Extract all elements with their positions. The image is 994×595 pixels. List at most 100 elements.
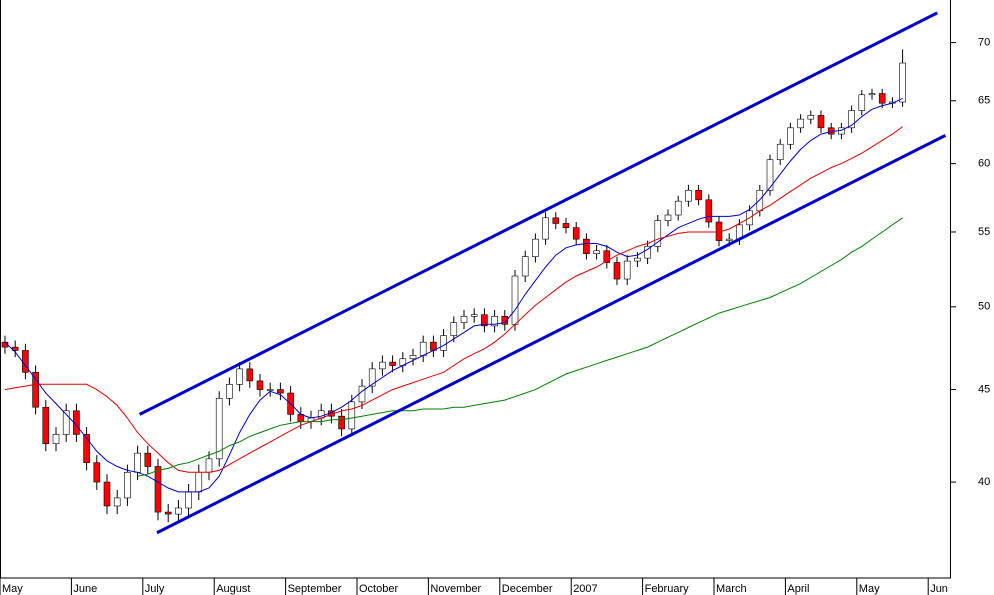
candle-body [470, 314, 478, 317]
candle-body [389, 361, 396, 366]
trend-line [138, 11, 938, 416]
candle-body [654, 220, 662, 247]
candle-body [338, 415, 345, 430]
candle-body [215, 398, 223, 460]
candle-body [368, 368, 376, 387]
candle-body [175, 507, 182, 515]
candle-body [674, 200, 682, 216]
y-tick-label: 65 [978, 95, 990, 107]
candle-body [725, 238, 733, 241]
candle-body [664, 214, 672, 221]
candle-body [358, 385, 366, 403]
candle-body [195, 472, 203, 493]
moving-average-line [4, 97, 903, 493]
x-tick-label: September [288, 583, 342, 595]
candle-body [817, 115, 825, 129]
candle-body [134, 452, 141, 473]
candle-body [623, 260, 631, 280]
x-tick-label: November [430, 583, 481, 595]
candle-body [878, 93, 886, 104]
candle-body [124, 472, 131, 499]
candle-body [379, 361, 386, 370]
candle-body [868, 93, 876, 96]
candle-body [899, 62, 906, 103]
candle-body [562, 223, 570, 228]
candle-body [542, 217, 549, 240]
candle-body [583, 238, 590, 254]
candle-body [205, 458, 213, 473]
candle-body [154, 466, 162, 513]
candle-body [62, 410, 70, 435]
candle-body [848, 110, 855, 129]
y-tick-label: 55 [978, 226, 990, 238]
plot-frame [0, 0, 951, 579]
candle-body [450, 322, 458, 336]
candle-body [144, 452, 152, 467]
candle-body [552, 217, 560, 224]
candle-body [52, 434, 60, 445]
y-tick-label: 40 [978, 476, 990, 488]
x-tick-label: August [216, 583, 250, 595]
x-tick-label: May [859, 583, 880, 595]
candle-body [256, 380, 264, 390]
x-tick-label: June [73, 583, 97, 595]
candle-body [521, 256, 529, 277]
candle-body [613, 262, 621, 280]
candle-body [807, 115, 815, 120]
x-tick-label: 2007 [573, 583, 597, 595]
candle-body [348, 401, 356, 430]
candle-body [440, 335, 447, 351]
candle-body [756, 189, 764, 212]
candle-body [705, 199, 713, 223]
candle-body [185, 491, 192, 509]
candle-body [766, 159, 774, 191]
candle-body [491, 315, 498, 327]
candle-body [603, 250, 611, 263]
candle-body [858, 94, 866, 111]
candle-body [32, 372, 39, 408]
x-tick-label: February [645, 583, 690, 595]
candle-body [226, 384, 233, 399]
x-tick-label: July [145, 583, 165, 595]
x-tick-label: May [2, 583, 23, 595]
candle-body [572, 227, 580, 240]
candle-body [246, 368, 254, 382]
candle-body [501, 315, 509, 325]
candle-body [634, 257, 641, 262]
moving-average-line [137, 217, 903, 477]
candle-body [593, 250, 600, 254]
candle-body [103, 481, 111, 507]
x-tick-label: April [787, 583, 809, 595]
candle-body [266, 389, 274, 391]
candle-body [83, 434, 90, 463]
y-tick-label: 50 [978, 301, 990, 313]
y-tick-label: 70 [978, 36, 990, 48]
moving-average-line [4, 126, 903, 473]
candle-body [481, 314, 488, 327]
candle-body [164, 511, 172, 515]
candle-body [695, 189, 702, 201]
candle-body [776, 143, 784, 161]
x-tick-label: March [716, 583, 747, 595]
candle-body [797, 118, 804, 129]
candle-body [409, 355, 417, 360]
candle-body [460, 315, 468, 323]
candle-body [419, 341, 427, 356]
x-tick-label: December [502, 583, 553, 595]
candle-body [277, 389, 284, 394]
x-tick-label: Jun [930, 583, 948, 595]
candle-body [511, 275, 519, 325]
candle-body [532, 238, 539, 257]
candle-body [236, 368, 243, 385]
trend-line [156, 134, 947, 535]
y-tick-label: 45 [978, 383, 990, 395]
candle-body [93, 462, 101, 483]
candle-body [685, 189, 692, 202]
candle-body [42, 406, 50, 445]
x-tick-label: October [359, 583, 398, 595]
y-tick-label: 60 [978, 158, 990, 170]
candle-body [113, 497, 121, 507]
candle-body [787, 127, 794, 145]
